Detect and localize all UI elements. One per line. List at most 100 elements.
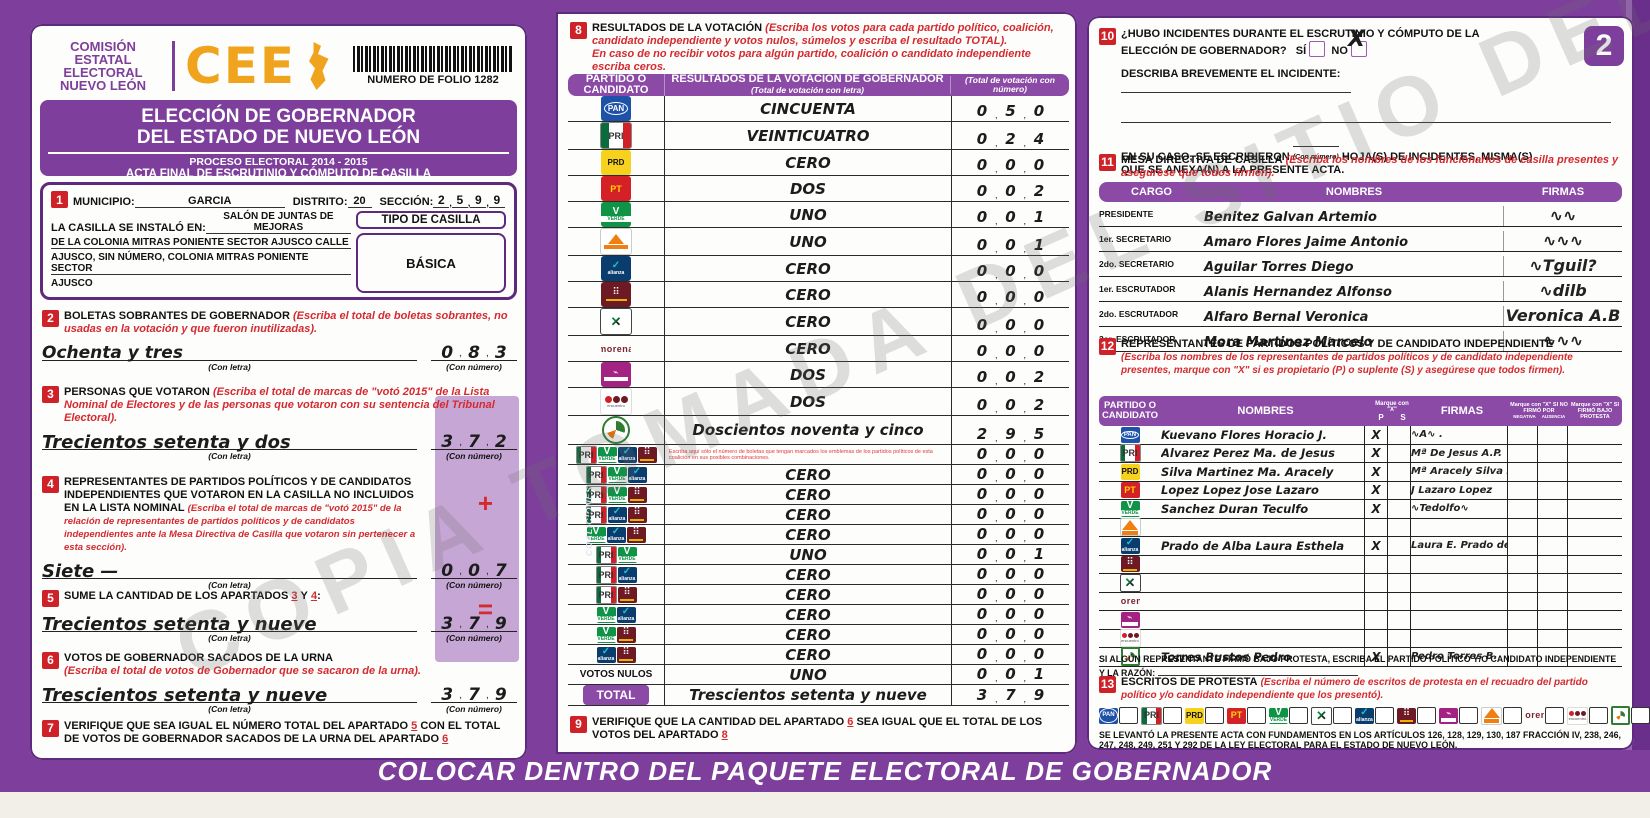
encuentro-party-logo-icon: encuentro	[1567, 706, 1588, 725]
vote-row: ✓ alianza CERO 0, 0, 0	[568, 256, 1069, 282]
protesta-cell	[1567, 426, 1622, 444]
con-letra-label: (Con letra)	[208, 451, 251, 461]
direccion-line3: AJUSCO, SIN NÚMERO, COLONIA MITRAS PONIE…	[51, 252, 351, 275]
mesa-table-header: CARGO NOMBRES FIRMAS	[1099, 182, 1622, 202]
negativa-cell	[1507, 426, 1537, 444]
total-row: TOTAL Trescientos setenta y nueve 3, 7, 9	[568, 685, 1069, 706]
digit: 2	[1033, 396, 1045, 414]
digit: 2	[1005, 130, 1016, 148]
party-cell: PRI ✓ alianza	[568, 565, 664, 584]
digit: 0	[441, 343, 454, 363]
vote-number-cell: 0,0,0	[951, 445, 1069, 464]
vote-row: PRD CERO 0, 0, 0	[568, 150, 1069, 176]
mesa-table-body: PRESIDENTE Benitez Galvan Artemio ∿∿ 1er. S…	[1099, 202, 1622, 352]
con-numero-mini: (Con número)	[1292, 154, 1339, 161]
protesta-count-box	[1163, 707, 1182, 724]
indep-party-logo-icon	[1611, 706, 1630, 725]
protesta-count-box	[1333, 707, 1352, 724]
si-checkbox	[1309, 41, 1326, 57]
digit: 7	[494, 561, 507, 581]
digit: 7	[468, 432, 480, 452]
digit: 3	[494, 343, 507, 363]
section4-title: REPRESENTANTES DE PARTIDOS POLÍTICOS Y D…	[64, 476, 414, 514]
vote-row: morena CERO 0,0,0	[568, 336, 1069, 362]
digit: 0	[976, 288, 988, 306]
party-cell: ⠿	[568, 282, 664, 307]
rep-row: ⌁	[1099, 611, 1622, 630]
reps-table-header: PARTIDO O CANDIDATO NOMBRES Marque con "…	[1099, 396, 1622, 426]
digit: 0	[1005, 605, 1016, 623]
digit: 0	[1033, 102, 1045, 120]
indep-party-logo-icon	[602, 416, 630, 444]
vote-row: PRI VEINTICUATRO 0, 2, 4	[568, 122, 1069, 150]
rep-firma	[1410, 629, 1507, 647]
ausencia-cell	[1537, 629, 1567, 647]
party-cell	[568, 416, 664, 444]
digit: 0	[1005, 342, 1016, 360]
section8-note1: (Escriba los votos para cada partido pol…	[592, 22, 1054, 47]
vote-letra-value: CERO	[785, 525, 831, 544]
protesta-cell	[1567, 648, 1622, 666]
digit: 7	[468, 614, 480, 634]
propietario-x: X	[1364, 500, 1387, 518]
scan-right-border	[1632, 0, 1650, 818]
alianza-party-logo-icon: ✓ alianza	[601, 256, 631, 281]
cee-header: COMISIÓN ESTATAL ELECTORAL NUEVO LEÓN CE…	[44, 38, 513, 94]
section13-title: ESCRITOS DE PROTESTA	[1121, 676, 1258, 688]
section9-verifique: 9 VERIFIQUE QUE LA CANTIDAD DEL APARTADO…	[570, 716, 1067, 742]
alianza-party-logo-icon: ✓ alianza	[627, 466, 647, 483]
digit: 0	[976, 316, 988, 334]
propietario-x: X	[1364, 648, 1387, 666]
vote-row: UNO 0, 0, 1	[568, 228, 1069, 256]
digit: 0	[976, 130, 988, 148]
rep-row: ⠿	[1099, 555, 1622, 574]
alianza-party-logo-icon: ✓ alianza	[617, 566, 637, 583]
digit: 0	[1005, 525, 1016, 543]
dem-party-logo-icon: ⠿	[616, 646, 636, 663]
colon: :	[317, 590, 321, 602]
con-letra-label: (Con letra)	[208, 580, 251, 590]
digit: 0	[976, 208, 988, 226]
protesta-logo-pair: morena	[1525, 707, 1564, 724]
vote-number-cell: 0,0,0	[951, 282, 1069, 307]
letra-cell: CERO	[664, 256, 951, 281]
no-label: NO	[1331, 45, 1348, 57]
pt-party-logo-icon: PT	[1227, 707, 1246, 724]
suplente-x	[1387, 592, 1410, 610]
protesta-cell	[1567, 555, 1622, 573]
vote-number-cell: 3,7,9	[951, 685, 1069, 705]
suplente-x	[1387, 463, 1410, 481]
funcionario-firma: ∿∿∿	[1503, 231, 1622, 251]
mesa-row: 3er. ESCRUTADOR Mora Martinez Marcelo ∿∿∿	[1099, 327, 1622, 352]
encaso-post: HOJA(S) DE INCIDENTES, MISMA(S) QUE SE A…	[1121, 151, 1533, 176]
section4-number: 4	[42, 476, 59, 493]
digit: 0	[1033, 316, 1045, 334]
mesa-table: CARGO NOMBRES FIRMAS PRESIDENTE Benitez G…	[1099, 182, 1622, 352]
vote-number-cell: 0,0,0	[951, 645, 1069, 664]
letra-cell: CERO	[664, 565, 951, 584]
suplente-x	[1387, 481, 1410, 499]
left-panel: COMISIÓN ESTATAL ELECTORAL NUEVO LEÓN CE…	[30, 24, 527, 760]
negativa-cell	[1507, 500, 1537, 518]
digit: 0	[1005, 316, 1016, 334]
middle-panel: 8 RESULTADOS DE LA VOTACIÓN (Escriba los…	[556, 12, 1077, 754]
vote-row: V VERDE ✓ alianza CERO 0, 0, 0	[568, 605, 1069, 625]
section11-title: MESA DIRECTIVA DE CASILLA	[1121, 154, 1283, 166]
suplente-x	[1387, 574, 1410, 592]
digit: 0	[976, 605, 988, 623]
coaliciones-label: COALICIONES	[584, 485, 595, 556]
alianza-party-logo-icon: ✓ alianza	[1120, 537, 1140, 554]
protesta-count-box	[1417, 707, 1436, 724]
digit: 0	[1033, 485, 1045, 503]
distrito-value: 20	[347, 195, 372, 208]
rep-row: encuentro	[1099, 629, 1622, 648]
alianza-party-logo-icon: ✓ alianza	[596, 646, 616, 663]
vote-letra-value: CERO	[785, 625, 831, 644]
digit: 0	[1005, 645, 1016, 663]
alianza-party-logo-icon: ✓ alianza	[616, 606, 636, 623]
vote-number-cell: 0,0,0	[951, 625, 1069, 644]
propietario-x	[1364, 518, 1387, 536]
rep-row: ✕	[1099, 573, 1622, 593]
digit: 3	[976, 686, 988, 704]
section8-number: 8	[570, 22, 587, 39]
